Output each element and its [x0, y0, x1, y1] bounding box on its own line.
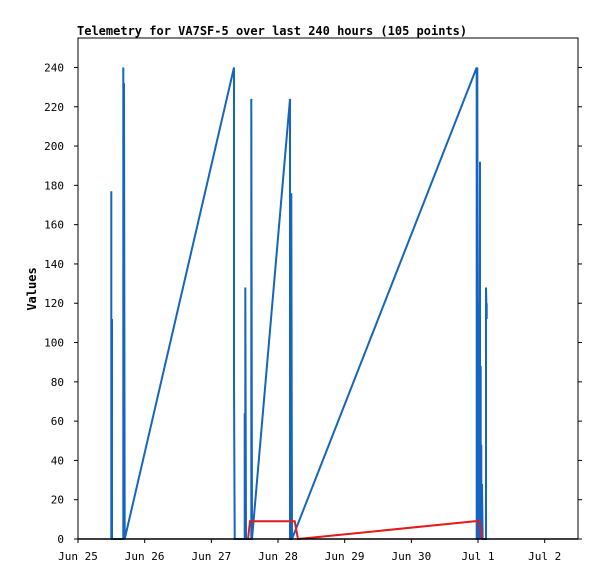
x-tick-label: Jun 25: [58, 550, 98, 563]
x-tick-label: Jul 1: [461, 550, 494, 563]
y-tick-label: 160: [44, 219, 64, 232]
y-tick-label: 180: [44, 179, 64, 192]
y-tick-label: 60: [51, 415, 64, 428]
chart-title: Telemetry for VA7SF-5 over last 240 hour…: [77, 24, 467, 38]
y-tick-label: 80: [51, 376, 64, 389]
y-axis: 0 20 40 60 80 100 120 140 160 180 200 220 240: [44, 61, 582, 546]
y-tick-label: 0: [57, 533, 64, 546]
y-tick-label: 240: [44, 61, 64, 74]
y-tick-label: 200: [44, 140, 64, 153]
y-tick-label: 140: [44, 258, 64, 271]
y-axis-label: Values: [25, 267, 39, 310]
x-tick-label: Jun 29: [325, 550, 365, 563]
x-tick-label: Jun 26: [125, 550, 165, 563]
series-line-2: [247, 520, 483, 541]
y-tick-label: 220: [44, 101, 64, 114]
y-tick-label: 120: [44, 297, 64, 310]
x-tick-label: Jul 2: [528, 550, 561, 563]
plot-area: [77, 37, 579, 540]
x-tick-label: Jun 28: [258, 550, 298, 563]
series-line-1: [110, 67, 488, 540]
x-tick-label: Jun 27: [191, 550, 231, 563]
series-layer: [78, 67, 578, 541]
y-tick-label: 20: [51, 494, 64, 507]
x-axis: Jun 25 Jun 26 Jun 27 Jun 28 Jun 29 Jun 30 Jul …: [58, 539, 561, 563]
y-tick-label: 100: [44, 337, 64, 350]
x-tick-label: Jun 30: [391, 550, 431, 563]
y-tick-label: 40: [51, 454, 64, 467]
